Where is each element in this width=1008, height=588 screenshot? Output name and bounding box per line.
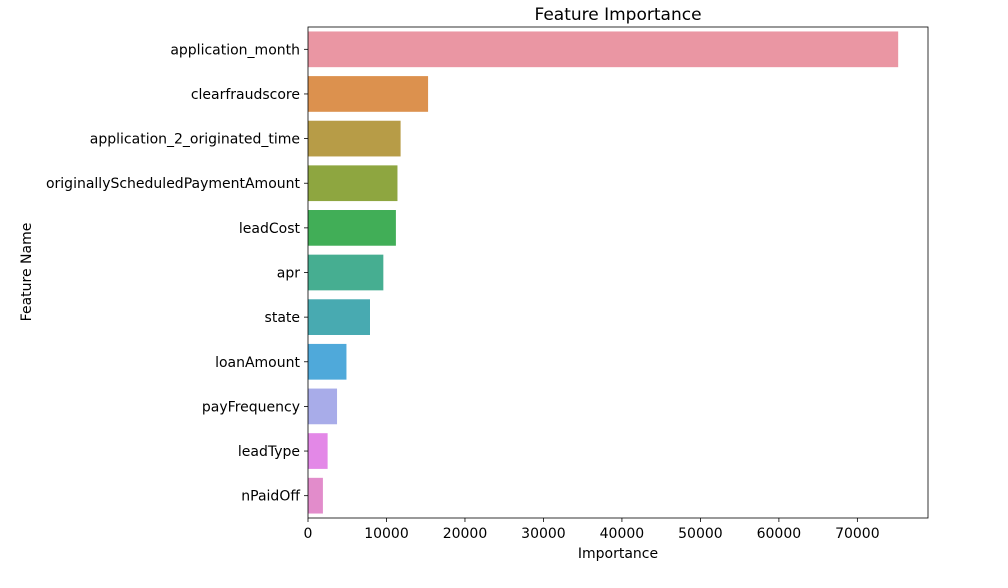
- x-axis-ticks: 0 10000 20000 30000 40000 50000 60000 70000: [304, 518, 880, 542]
- y-tick-label: originallyScheduledPaymentAmount: [46, 176, 301, 192]
- y-tick-label: application_month: [170, 42, 300, 58]
- x-tick-label: 20000: [443, 526, 488, 542]
- bar-application_month: [308, 31, 899, 68]
- x-tick-label: 70000: [835, 526, 880, 542]
- plot-frame: [307, 26, 929, 519]
- x-tick-label: 50000: [678, 526, 723, 542]
- y-axis-label: Feature Name: [19, 223, 35, 322]
- x-axis-label: Importance: [578, 546, 658, 562]
- bar-originallyScheduledPaymentAmount: [308, 165, 398, 202]
- chart-title: Feature Importance: [534, 5, 701, 25]
- x-tick-label: 30000: [521, 526, 566, 542]
- bar-nPaidOff: [308, 477, 323, 514]
- bar-apr: [308, 254, 384, 291]
- bar-state: [308, 299, 370, 335]
- y-tick-label: leadCost: [239, 221, 301, 237]
- y-tick-label: payFrequency: [202, 399, 300, 415]
- y-tick-label: leadType: [238, 444, 300, 460]
- y-tick-label: clearfraudscore: [191, 87, 300, 103]
- x-tick-label: 40000: [600, 526, 645, 542]
- bar-leadType: [308, 433, 328, 469]
- y-tick-label: nPaidOff: [241, 489, 300, 505]
- bar-payFrequency: [308, 388, 338, 425]
- y-axis-ticks: application_month clearfraudscore applicat…: [46, 42, 308, 505]
- bar-leadCost: [308, 210, 396, 246]
- y-tick-label: apr: [277, 266, 300, 282]
- x-tick-label: 0: [304, 526, 313, 542]
- bars-group: [308, 31, 899, 514]
- y-tick-label: loanAmount: [215, 355, 300, 371]
- bar-clearfraudscore: [308, 76, 429, 112]
- bar-application_2_originated_time: [308, 120, 401, 157]
- x-tick-label: 60000: [757, 526, 802, 542]
- y-tick-label: application_2_originated_time: [90, 132, 300, 148]
- x-tick-label: 10000: [364, 526, 409, 542]
- bar-loanAmount: [308, 343, 347, 380]
- y-tick-label: state: [265, 310, 300, 326]
